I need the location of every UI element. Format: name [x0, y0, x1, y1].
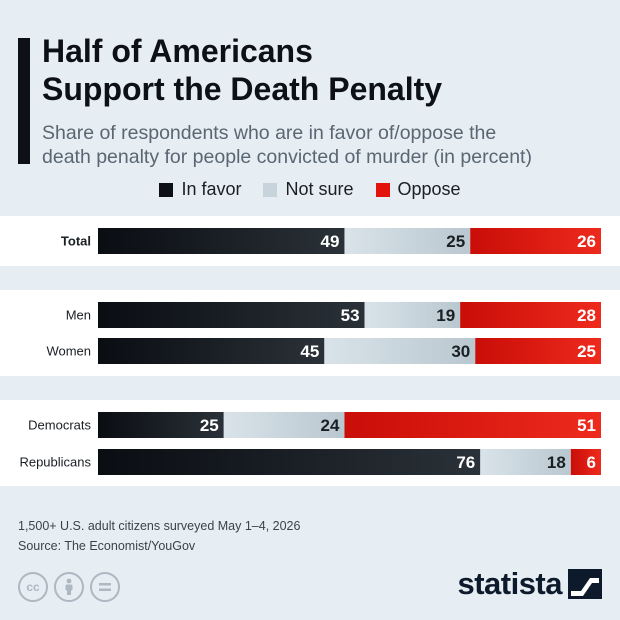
- bar-in-favor-democrats: [98, 412, 224, 438]
- bar-not-sure-democrats: [223, 412, 345, 438]
- legend-item-not-sure: Not sure: [263, 179, 354, 200]
- bar-oppose-republicans: [570, 449, 601, 475]
- value-label-oppose-republicans: 6: [587, 453, 596, 472]
- legend-label: Not sure: [285, 179, 354, 199]
- license-icons: cc: [18, 572, 120, 602]
- legend-swatch-in-favor: [159, 182, 174, 197]
- legend-item-oppose: Oppose: [375, 179, 461, 200]
- title-accent-bar: [18, 38, 30, 164]
- source-note: Source: The Economist/YouGov: [18, 539, 196, 553]
- category-label-democrats: Democrats: [28, 418, 91, 433]
- bar-not-sure-republicans: [480, 449, 571, 475]
- legend-label: Oppose: [397, 179, 461, 199]
- value-label-oppose-democrats: 51: [577, 416, 596, 435]
- value-label-not-sure-men: 19: [436, 306, 455, 325]
- category-label-men: Men: [66, 308, 91, 323]
- value-label-in-favor-republicans: 76: [456, 453, 475, 472]
- bar-in-favor-republicans: [98, 449, 481, 475]
- statista-logo[interactable]: statista: [457, 566, 602, 602]
- bar-oppose-democrats: [344, 412, 601, 438]
- legend-item-in-favor: In favor: [159, 179, 241, 200]
- legend-swatch-not-sure: [263, 182, 278, 197]
- nd-icon[interactable]: [90, 572, 120, 602]
- statista-mark-icon: [568, 569, 602, 599]
- legend-swatch-oppose: [375, 182, 390, 197]
- subtitle-line-1: Share of respondents who are in favor of…: [42, 122, 497, 144]
- by-icon[interactable]: [54, 572, 84, 602]
- category-label-women: Women: [46, 344, 91, 359]
- chart-subtitle: Share of respondents who are in favor of…: [42, 121, 612, 169]
- value-label-not-sure-total: 25: [446, 232, 465, 251]
- bar-in-favor-women: [98, 338, 325, 364]
- survey-note: 1,500+ U.S. adult citizens surveyed May …: [18, 519, 301, 533]
- value-label-oppose-men: 28: [577, 306, 596, 325]
- title-line-1: Half of Americans: [42, 33, 313, 69]
- value-label-in-favor-total: 49: [321, 232, 340, 251]
- value-label-in-favor-men: 53: [341, 306, 360, 325]
- legend-label: In favor: [181, 179, 242, 199]
- chart-title: Half of Americans Support the Death Pena…: [42, 32, 602, 108]
- value-label-oppose-women: 25: [577, 342, 596, 361]
- category-label-republicans: Republicans: [19, 455, 91, 470]
- bar-oppose-total: [470, 228, 601, 254]
- cc-icon[interactable]: cc: [18, 572, 48, 602]
- value-label-in-favor-women: 45: [300, 342, 319, 361]
- value-label-not-sure-women: 30: [451, 342, 470, 361]
- subtitle-line-2: death penalty for people convicted of mu…: [42, 146, 532, 168]
- brand-name: statista: [457, 566, 562, 601]
- legend: In favor Not sure Oppose: [0, 179, 620, 200]
- bars: Total 49 25 26 Men 53 19 28 Women 45 30 25 Democrats…: [19, 228, 601, 475]
- bar-not-sure-women: [324, 338, 476, 364]
- value-label-not-sure-republicans: 18: [547, 453, 566, 472]
- category-label-total: Total: [61, 234, 91, 249]
- bar-not-sure-men: [364, 302, 461, 328]
- value-label-oppose-total: 26: [577, 232, 596, 251]
- title-line-2: Support the Death Penalty: [42, 71, 443, 107]
- value-label-in-favor-democrats: 25: [200, 416, 219, 435]
- footnote: 1,500+ U.S. adult citizens surveyed May …: [18, 516, 300, 556]
- bar-not-sure-total: [344, 228, 471, 254]
- bar-oppose-women: [475, 338, 601, 364]
- bar-in-favor-total: [98, 228, 345, 254]
- value-label-not-sure-democrats: 24: [321, 416, 340, 435]
- bar-in-favor-men: [98, 302, 365, 328]
- bar-oppose-men: [460, 302, 601, 328]
